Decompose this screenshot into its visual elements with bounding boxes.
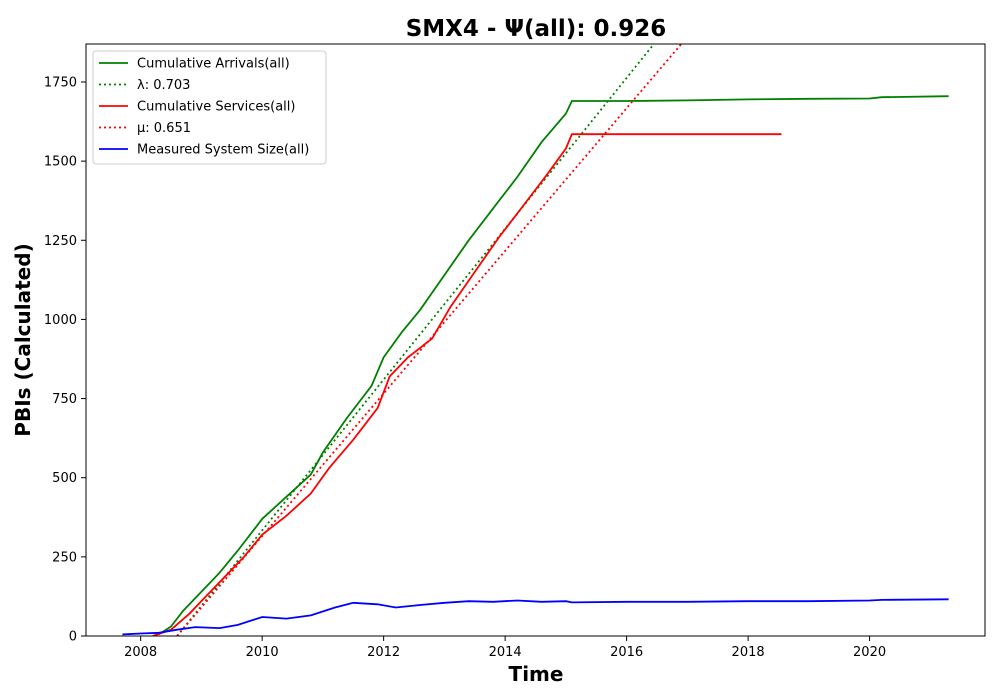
y-tick-label: 1250 xyxy=(44,234,77,249)
series-line-1 xyxy=(176,44,655,636)
legend-label-0: Cumulative Arrivals(all) xyxy=(137,57,290,72)
series-line-0 xyxy=(158,95,949,636)
legend-box xyxy=(92,50,327,165)
legend-label-2: Cumulative Services(all) xyxy=(137,100,295,115)
plot-content xyxy=(122,44,949,636)
y-tick-label: 750 xyxy=(52,392,77,407)
x-tick-label: 2018 xyxy=(732,645,765,660)
legend: Cumulative Arrivals(all) λ: 0.703 Cumulati… xyxy=(92,50,327,165)
x-axis: 2008 2010 2012 2014 2016 2018 2020 xyxy=(124,636,886,660)
y-axis-title: PBIs (Calculated) xyxy=(11,243,35,436)
series-line-2 xyxy=(152,133,782,636)
chart-title: SMX4 - Ψ(all): 0.926 xyxy=(406,16,667,42)
y-tick-label: 1750 xyxy=(44,75,77,90)
legend-label-4: Measured System Size(all) xyxy=(137,143,309,158)
x-axis-title: Time xyxy=(509,662,564,686)
x-tick-label: 2020 xyxy=(853,645,886,660)
legend-label-3: μ: 0.651 xyxy=(137,121,191,136)
x-tick-label: 2008 xyxy=(124,645,157,660)
y-tick-label: 500 xyxy=(52,471,77,486)
x-tick-label: 2014 xyxy=(489,645,522,660)
x-tick-label: 2010 xyxy=(246,645,279,660)
y-tick-label: 250 xyxy=(52,550,77,565)
y-axis: 0 250 500 750 1000 1250 1500 1750 xyxy=(44,75,86,645)
series-line-4 xyxy=(122,598,949,636)
x-tick-label: 2016 xyxy=(610,645,643,660)
x-tick-label: 2012 xyxy=(367,645,400,660)
y-tick-label: 1500 xyxy=(44,155,77,170)
plot-frame xyxy=(85,43,986,637)
y-tick-label: 0 xyxy=(69,630,77,645)
legend-label-1: λ: 0.703 xyxy=(137,78,190,93)
y-tick-label: 1000 xyxy=(44,313,77,328)
